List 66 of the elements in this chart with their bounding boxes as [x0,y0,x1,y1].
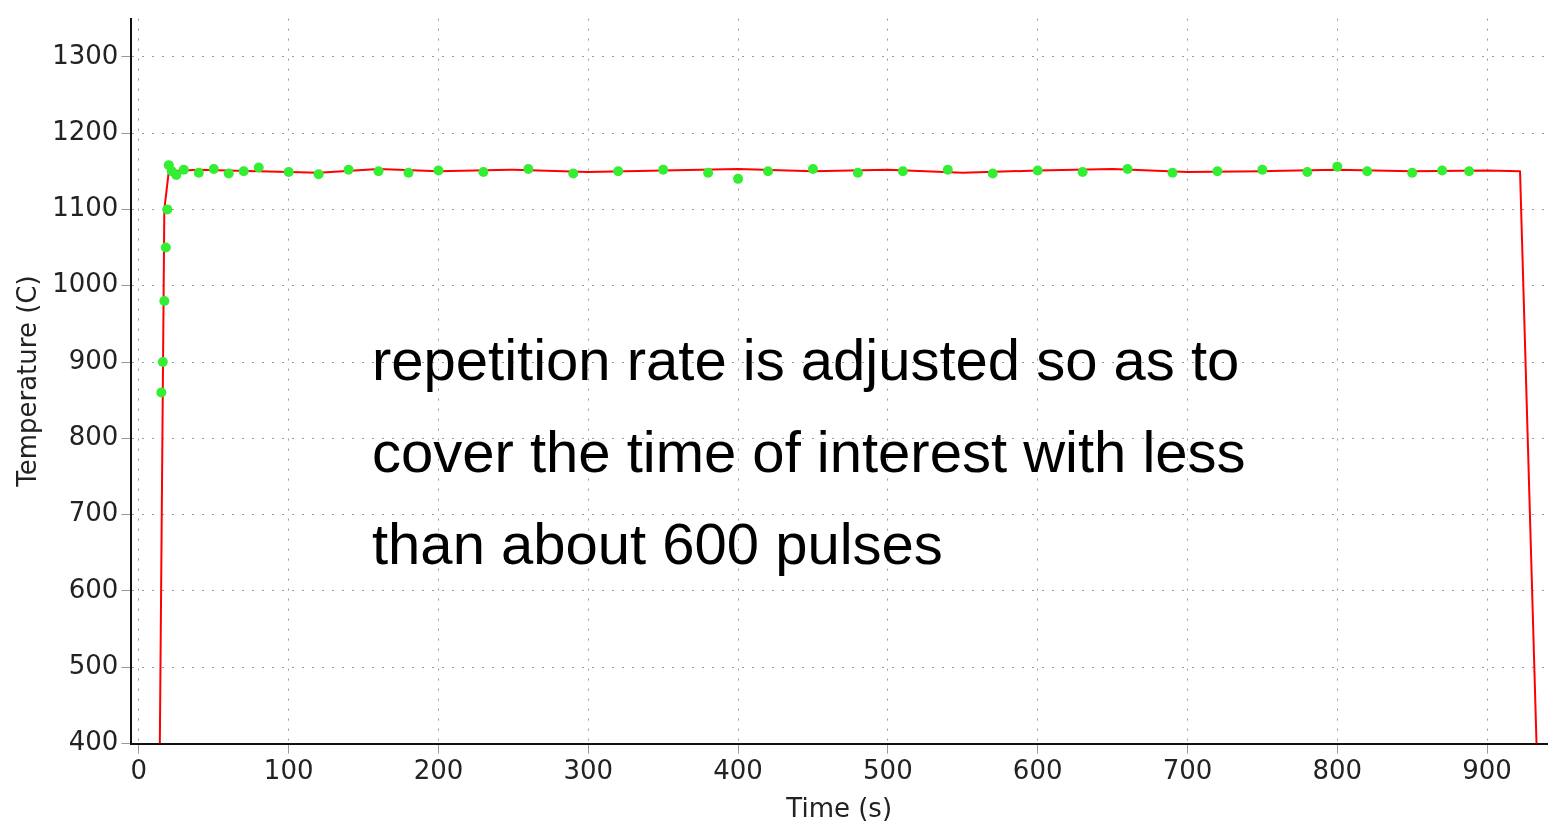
point [478,167,489,177]
x-tick-label: 700 [1162,754,1213,785]
point [178,164,189,175]
x-tick-label: 600 [1012,754,1063,785]
y-tick-label: 700 [68,497,119,528]
y-tick-label: 1100 [52,192,119,223]
point [162,204,173,215]
point [987,168,998,179]
y-tick-label: 1000 [52,268,119,299]
point [807,163,818,174]
point [238,166,249,177]
point [1464,166,1475,177]
y-tick-label: 800 [68,421,119,452]
y-tick-label: 500 [68,650,119,681]
point [1257,164,1268,175]
point [343,164,354,175]
point [253,162,264,173]
point [1362,166,1373,177]
point [313,169,324,180]
x-tick-label: 400 [713,754,763,785]
point [403,167,414,178]
point [171,170,182,181]
x-tick-label: 900 [1462,754,1512,785]
point [1077,167,1088,177]
x-tick-label: 0 [130,754,148,785]
point [897,166,908,177]
x-tick-label: 800 [1312,754,1363,785]
x-tick-label: 300 [563,754,614,785]
point [1212,166,1223,177]
point [613,166,624,177]
point [733,173,744,184]
point [1332,161,1343,172]
point [223,168,234,179]
point [1122,163,1133,174]
point [433,165,444,176]
point [157,357,168,368]
y-tick-label: 900 [68,344,119,375]
y-tick-label: 1300 [52,39,119,70]
point [852,167,863,178]
point [568,168,579,179]
point [658,164,669,175]
point [763,166,774,177]
point [1302,167,1313,177]
point [1032,165,1043,176]
point [160,242,171,253]
point [193,167,204,178]
point [208,163,219,174]
point [1407,167,1418,178]
y-tick-label: 600 [68,573,119,604]
x-tick-label: 500 [863,754,913,785]
point [703,167,714,178]
point [283,167,294,177]
point [1437,165,1448,176]
point [1167,167,1178,178]
y-tick-label: 400 [68,726,119,757]
point [942,164,953,175]
x-tick-label: 200 [413,754,464,785]
point [156,387,167,398]
x-tick-label: 100 [263,754,314,785]
y-tick-label: 1200 [52,115,119,146]
x-axis-title: Time (s) [785,793,893,824]
point [159,295,170,306]
annotation: repetition rate is adjusted so as to cover the time of interest with less than about 600 pulses [372,327,1246,576]
point [373,166,384,177]
point [523,163,534,174]
y-axis-title: Temperature (C) [12,275,43,488]
